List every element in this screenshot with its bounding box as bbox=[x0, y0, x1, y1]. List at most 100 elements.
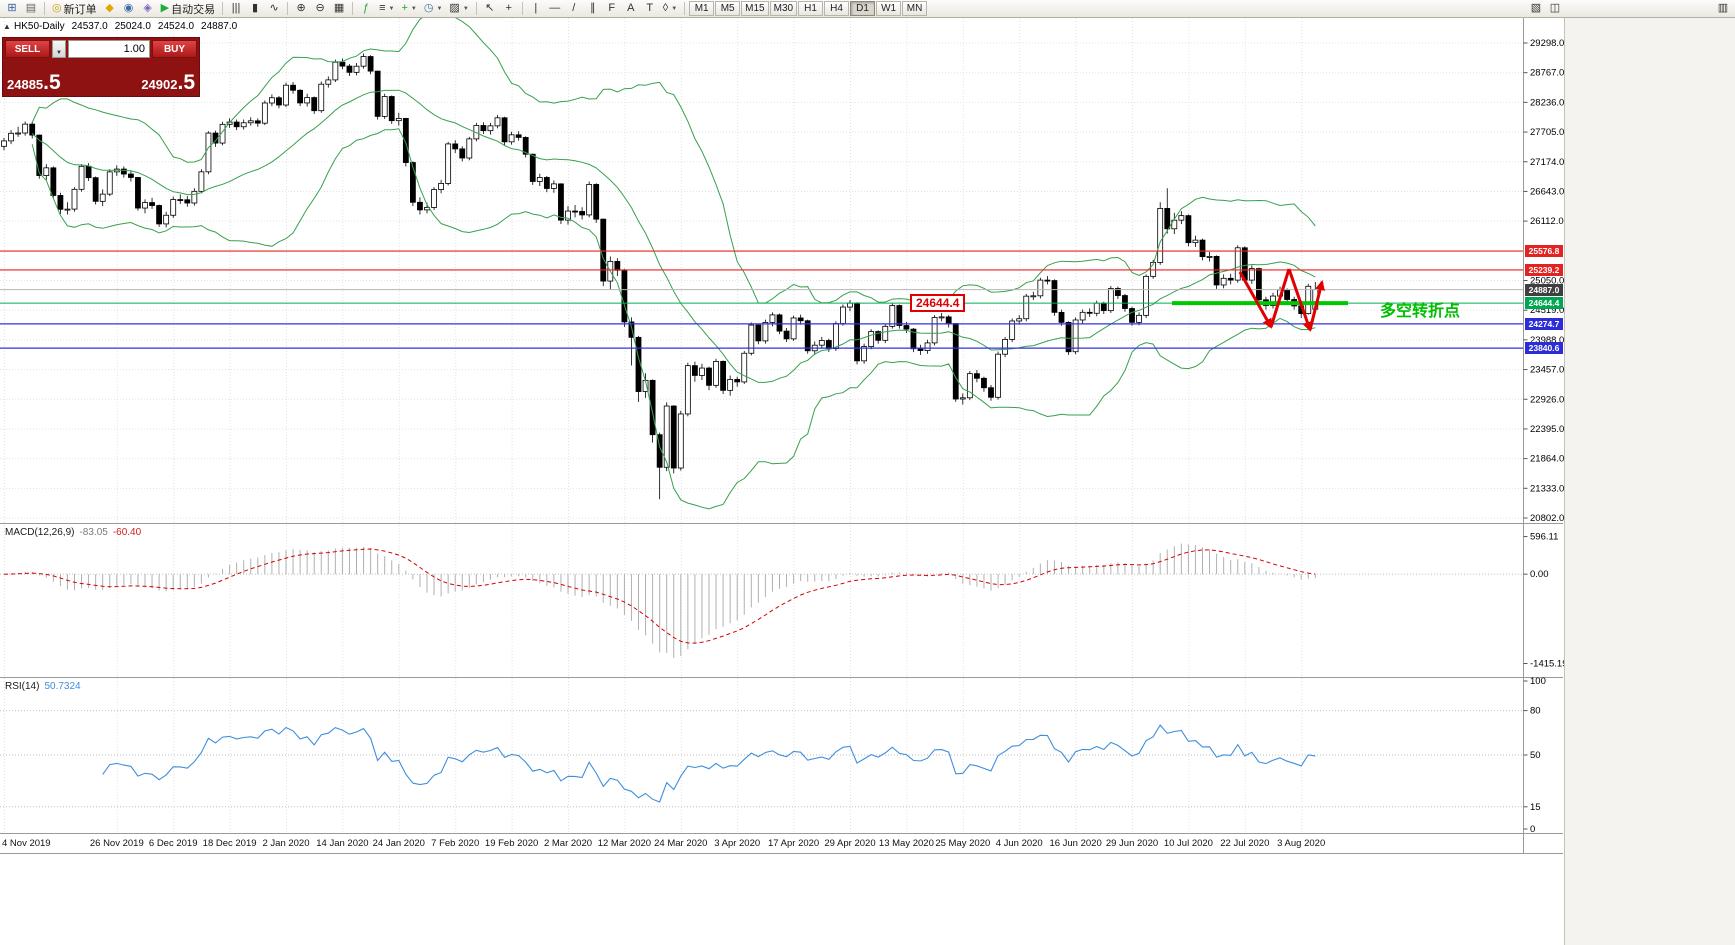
new-chart-icon[interactable]: ⊞ bbox=[3, 1, 21, 17]
timeframe-m5-button[interactable]: M5 bbox=[715, 1, 741, 16]
turning-point-label[interactable]: 多空转折点 bbox=[1380, 303, 1461, 320]
svg-text:6 Dec 2019: 6 Dec 2019 bbox=[149, 838, 198, 849]
candlestick-chart-icon[interactable]: ▮ bbox=[246, 1, 264, 17]
svg-text:4 Jun 2020: 4 Jun 2020 bbox=[996, 838, 1043, 849]
timeframe-h4-button[interactable]: H4 bbox=[824, 1, 850, 16]
buy-button[interactable]: BUY bbox=[152, 40, 197, 58]
svg-text:28236.0: 28236.0 bbox=[1530, 97, 1564, 108]
timeframe-d1-button[interactable]: D1 bbox=[850, 1, 876, 16]
timeframe-w1-button[interactable]: W1 bbox=[876, 1, 902, 16]
docking-icon[interactable]: ▥ bbox=[1714, 1, 1732, 17]
new-order-button[interactable]: ◎ 新订单 bbox=[49, 1, 100, 17]
trend-arrow[interactable] bbox=[1269, 268, 1291, 328]
grid bbox=[0, 18, 1523, 833]
price-axis[interactable]: 29298.0 28767.0 28236.0 27705.0 27174.0 26643… bbox=[1523, 38, 1565, 524]
svg-text:-1415.19: -1415.19 bbox=[1530, 658, 1568, 669]
text-icon[interactable]: A bbox=[622, 1, 640, 17]
svg-text:100: 100 bbox=[1530, 676, 1546, 687]
channel-icon[interactable]: ∥ bbox=[584, 1, 602, 17]
channel-icon: ∥ bbox=[590, 2, 596, 14]
toolbar-separator bbox=[684, 2, 686, 15]
autotrade-button-label: 自动交易 bbox=[171, 3, 216, 16]
svg-text:0: 0 bbox=[1530, 824, 1535, 835]
price-chip: 25239.2 bbox=[1525, 263, 1563, 276]
add-indicator-icon[interactable]: + ▼ bbox=[398, 1, 419, 17]
line-chart-icon[interactable]: ∿ bbox=[265, 1, 283, 17]
shapes-icon[interactable]: ◊ ▼ bbox=[660, 1, 680, 17]
indicator-windows-icon[interactable]: ≡ ▼ bbox=[376, 1, 397, 17]
svg-text:80: 80 bbox=[1530, 706, 1541, 717]
chart-background[interactable] bbox=[0, 18, 1563, 854]
profiles-icon[interactable]: ▤ bbox=[22, 1, 40, 17]
indicator-windows-icon: ≡ bbox=[379, 2, 386, 14]
svg-text:18 Dec 2019: 18 Dec 2019 bbox=[203, 838, 257, 849]
macd-signal-line bbox=[3, 548, 1316, 644]
price-chip: 24644.4 bbox=[1525, 297, 1563, 310]
svg-text:2 Jan 2020: 2 Jan 2020 bbox=[262, 838, 309, 849]
horizontal-line-icon[interactable]: — bbox=[546, 1, 564, 17]
autotrade-button[interactable]: ▶ 自动交易 bbox=[158, 1, 218, 17]
cursor-icon[interactable]: ↖ bbox=[481, 1, 499, 17]
svg-text:3 Aug 2020: 3 Aug 2020 bbox=[1277, 838, 1325, 849]
timeframe-m1-button[interactable]: M1 bbox=[689, 1, 715, 16]
candlestick-series bbox=[1, 53, 1319, 500]
svg-text:22926.0: 22926.0 bbox=[1530, 394, 1564, 405]
templates-icon[interactable]: ▨ ▼ bbox=[446, 1, 471, 17]
indicators-icon[interactable]: ƒ bbox=[357, 1, 375, 17]
toolbar: ⊞ ▤ ◎ 新订单 ◆ ◉ ◈ ▶ 自动交易 ||| ▮ ∿ ⊕ ⊖ ▦ ƒ ≡ ▼ + ▼ ◷ ▼ ▨ ▼ ↖ + | — / ∥ F A T… bbox=[0, 0, 1735, 18]
volume-dropdown-button[interactable]: ▼ bbox=[52, 40, 66, 58]
svg-text:22 Jul 2020: 22 Jul 2020 bbox=[1220, 838, 1269, 849]
market-watch-icon[interactable]: ◉ bbox=[120, 1, 138, 17]
svg-text:50: 50 bbox=[1530, 750, 1541, 761]
new-window-icon[interactable]: ◫ bbox=[1546, 1, 1564, 17]
volume-input[interactable] bbox=[68, 40, 150, 58]
trend-arrow[interactable] bbox=[1238, 271, 1273, 329]
indicators-icon: ƒ bbox=[363, 2, 370, 14]
bollinger-lower bbox=[31, 128, 1316, 510]
svg-text:27705.0: 27705.0 bbox=[1530, 127, 1564, 138]
timeframe-m15-button[interactable]: M15 bbox=[741, 1, 769, 16]
toolbar-separator bbox=[222, 2, 224, 15]
zoom-in-icon[interactable]: ⊕ bbox=[292, 1, 310, 17]
alerts-icon[interactable]: ◈ bbox=[139, 1, 157, 17]
svg-text:20802.0: 20802.0 bbox=[1530, 513, 1564, 524]
zoom-out-icon: ⊖ bbox=[315, 2, 325, 14]
zoom-in-icon: ⊕ bbox=[296, 2, 306, 14]
metaeditor-icon[interactable]: ◆ bbox=[101, 1, 119, 17]
svg-text:26 Nov 2019: 26 Nov 2019 bbox=[90, 838, 144, 849]
periods-icon: ◷ bbox=[423, 2, 434, 14]
tile-windows-icon[interactable]: ▦ bbox=[330, 1, 348, 17]
cursor-icon: ↖ bbox=[485, 2, 495, 14]
data-window-icon[interactable]: ▧ bbox=[1527, 1, 1545, 17]
svg-text:26112.0: 26112.0 bbox=[1530, 216, 1564, 227]
profiles-icon: ▤ bbox=[25, 2, 37, 14]
bollinger-upper bbox=[31, 18, 1316, 304]
crosshair-icon[interactable]: + bbox=[500, 1, 518, 17]
chevron-down-icon: ▼ bbox=[671, 5, 678, 12]
bar-chart-icon[interactable]: ||| bbox=[227, 1, 245, 17]
one-click-expand-icon[interactable]: ▲ bbox=[3, 22, 11, 31]
timeframe-mn-button[interactable]: MN bbox=[902, 1, 928, 16]
trend-arrow[interactable] bbox=[1308, 280, 1325, 331]
price-annotation-box[interactable]: 24644.4 bbox=[910, 294, 966, 312]
timeframe-m30-button[interactable]: M30 bbox=[769, 1, 798, 16]
right-empty-area bbox=[1564, 18, 1735, 945]
vertical-line-icon[interactable]: | bbox=[527, 1, 545, 17]
timeframe-h1-button[interactable]: H1 bbox=[798, 1, 824, 16]
periods-icon[interactable]: ◷ ▼ bbox=[421, 1, 446, 17]
bar-chart-icon: ||| bbox=[231, 2, 241, 14]
svg-text:13 May 2020: 13 May 2020 bbox=[879, 838, 934, 849]
zoom-out-icon[interactable]: ⊖ bbox=[311, 1, 329, 17]
toolbar-separator bbox=[44, 2, 45, 15]
fibonacci-icon[interactable]: F bbox=[603, 1, 621, 17]
ohlc-high: 25024.0 bbox=[114, 21, 151, 32]
svg-text:29298.0: 29298.0 bbox=[1530, 38, 1564, 49]
trend-arrow[interactable] bbox=[1287, 268, 1313, 332]
price-chip: 24887.0 bbox=[1525, 283, 1563, 296]
trendline-icon[interactable]: / bbox=[565, 1, 583, 17]
sell-button[interactable]: SELL bbox=[5, 40, 50, 58]
horizontal-line-icon: — bbox=[549, 2, 561, 14]
time-axis[interactable]: 4 Nov 2019 26 Nov 2019 6 Dec 2019 18 Dec 20… bbox=[2, 838, 1325, 849]
label-icon[interactable]: T bbox=[641, 1, 659, 17]
